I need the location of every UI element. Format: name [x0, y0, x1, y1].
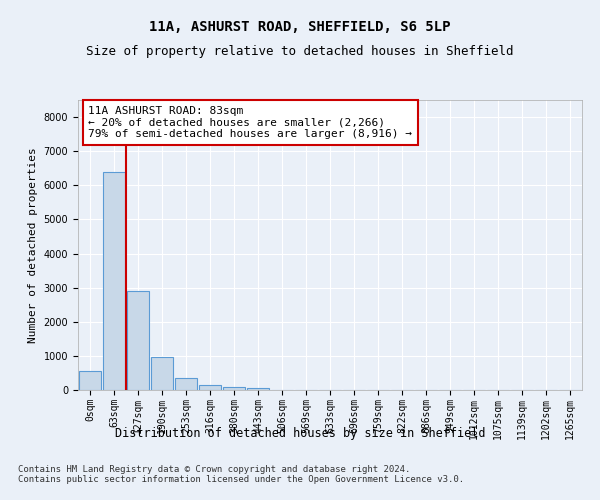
Text: 11A, ASHURST ROAD, SHEFFIELD, S6 5LP: 11A, ASHURST ROAD, SHEFFIELD, S6 5LP	[149, 20, 451, 34]
Bar	[151, 357, 173, 390]
Y-axis label: Number of detached properties: Number of detached properties	[28, 147, 38, 343]
Bar	[127, 291, 149, 390]
Bar	[247, 388, 269, 390]
Bar	[199, 385, 221, 390]
Bar	[223, 387, 245, 390]
Text: Contains HM Land Registry data © Crown copyright and database right 2024.
Contai: Contains HM Land Registry data © Crown c…	[18, 465, 464, 484]
Text: Size of property relative to detached houses in Sheffield: Size of property relative to detached ho…	[86, 45, 514, 58]
Text: 11A ASHURST ROAD: 83sqm
← 20% of detached houses are smaller (2,266)
79% of semi: 11A ASHURST ROAD: 83sqm ← 20% of detache…	[88, 106, 412, 139]
Bar	[79, 370, 101, 390]
Text: Distribution of detached houses by size in Sheffield: Distribution of detached houses by size …	[115, 428, 485, 440]
Bar	[103, 172, 125, 390]
Bar	[175, 378, 197, 390]
